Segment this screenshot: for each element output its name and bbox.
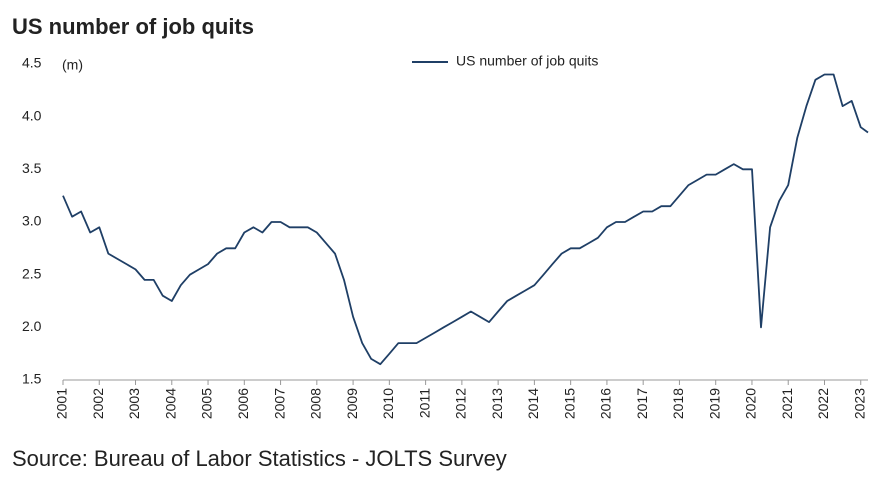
x-tick-label: 2023: [851, 388, 867, 419]
x-tick-label: 2003: [126, 388, 142, 419]
x-tick-label: 2011: [416, 388, 432, 418]
x-tick-label: 2002: [90, 388, 106, 419]
y-tick-label: 3.0: [22, 213, 42, 229]
y-tick-label: 1.5: [22, 371, 42, 387]
y-tick-label: 2.5: [22, 265, 42, 281]
x-tick-label: 2022: [815, 388, 831, 419]
data-line: [62, 73, 869, 366]
x-tick-label: 2019: [706, 388, 722, 419]
x-tick-label: 2004: [162, 388, 178, 419]
x-tick-label: 2017: [634, 388, 650, 419]
x-tick-label: 2010: [380, 388, 396, 419]
y-tick-label: 2.0: [22, 318, 42, 334]
y-axis-label: (m): [62, 57, 83, 73]
chart-title: US number of job quits: [12, 14, 254, 39]
x-tick-label: 2018: [670, 388, 686, 419]
x-tick-label: 2005: [199, 388, 215, 419]
x-tick-label: 2015: [561, 388, 577, 419]
y-tick-label: 4.5: [22, 55, 42, 71]
x-tick-label: 2016: [598, 388, 614, 419]
x-tick-label: 2013: [489, 388, 505, 419]
legend-label: US number of job quits: [456, 53, 598, 69]
x-tick-label: 2001: [54, 388, 70, 419]
x-tick-label: 2014: [525, 388, 541, 419]
source-note: Source: Bureau of Labor Statistics - JOL…: [12, 446, 507, 471]
x-tick-label: 2007: [271, 388, 287, 419]
x-tick-label: 2021: [779, 388, 795, 419]
x-tick-label: 2020: [743, 388, 759, 419]
y-tick-label: 3.5: [22, 160, 42, 176]
y-tick-label: 4.0: [22, 107, 42, 123]
x-tick-label: 2009: [344, 388, 360, 419]
x-tick-label: 2006: [235, 388, 251, 419]
x-tick-label: 2012: [453, 388, 469, 419]
x-tick-label: 2008: [308, 388, 324, 419]
